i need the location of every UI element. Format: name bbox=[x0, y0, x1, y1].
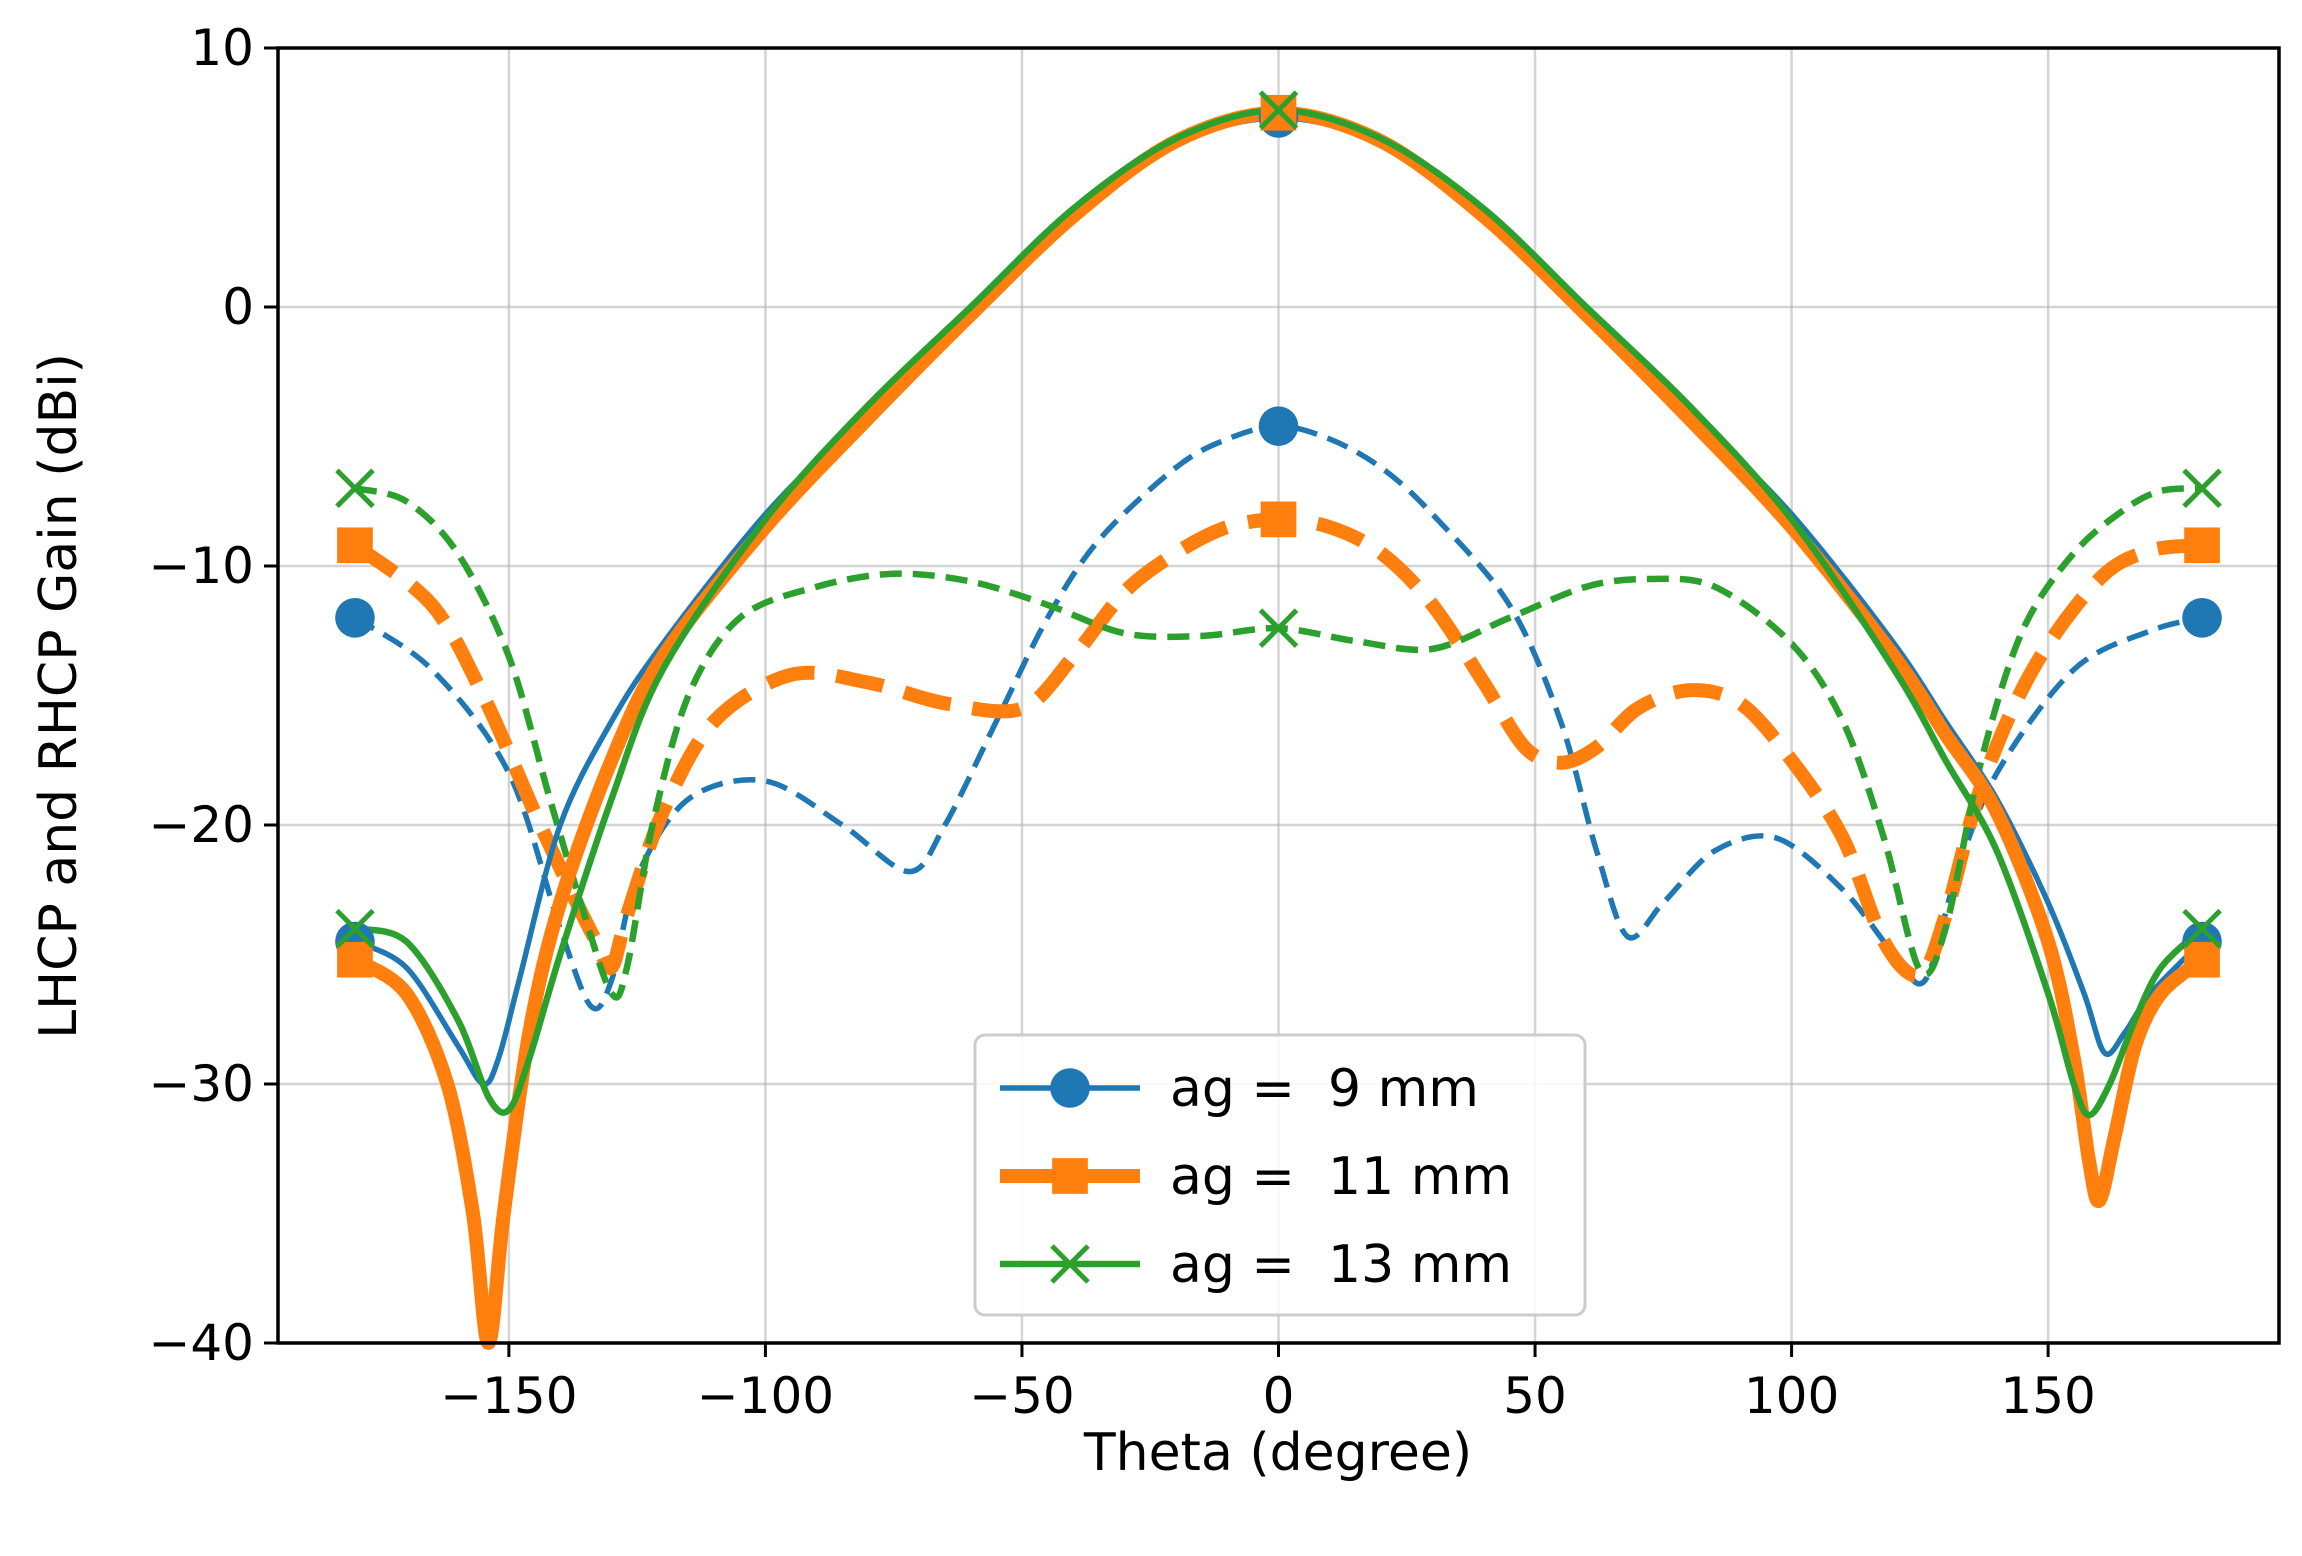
marker-x-stroke bbox=[1258, 90, 1299, 130]
series-marker bbox=[337, 941, 373, 978]
x-tick-label: 50 bbox=[1503, 1367, 1567, 1425]
y-tick-label: 0 bbox=[222, 278, 254, 336]
series-marker bbox=[1258, 90, 1299, 130]
series-marker bbox=[1258, 608, 1299, 648]
marker-x-stroke bbox=[2182, 908, 2222, 949]
series-marker bbox=[335, 598, 375, 638]
legend-swatch-marker bbox=[1052, 1158, 1088, 1194]
y-tick-label: −20 bbox=[148, 796, 254, 854]
series-marker bbox=[335, 908, 375, 949]
x-tick-label: −100 bbox=[697, 1367, 834, 1425]
x-axis-label: Theta (degree) bbox=[1083, 1423, 1472, 1483]
x-tick-label: −150 bbox=[440, 1367, 577, 1425]
series-marker bbox=[2182, 468, 2222, 509]
series-marker bbox=[2182, 908, 2222, 949]
series-marker bbox=[2184, 941, 2220, 978]
legend-label: ag = 13 mm bbox=[1170, 1235, 1512, 1295]
series-line-cross-pol-4 bbox=[350, 512, 2203, 983]
series-marker bbox=[337, 527, 373, 564]
legend: ag = 9 mm ag = 11 mm ag = 13 mm bbox=[973, 1033, 1587, 1317]
legend-label: ag = 9 mm bbox=[1170, 1059, 1479, 1119]
legend-box bbox=[973, 1033, 1587, 1317]
y-axis-label: LHCP and RHCP Gain (dBi) bbox=[29, 353, 89, 1039]
x-tick-label: −50 bbox=[969, 1367, 1075, 1425]
legend-label: ag = 11 mm bbox=[1170, 1147, 1512, 1207]
y-tick-label: 10 bbox=[190, 19, 254, 77]
series-marker bbox=[1258, 406, 1299, 446]
legend-entries: ag = 9 mm ag = 11 mm ag = 13 mm bbox=[1000, 1059, 1512, 1295]
y-tick-label: −40 bbox=[148, 1314, 254, 1372]
series-marker bbox=[1260, 501, 1297, 538]
legend-swatch-marker bbox=[1050, 1244, 1090, 1284]
y-tick-label: −30 bbox=[148, 1055, 254, 1113]
series-marker bbox=[335, 468, 375, 509]
legend-swatch-marker bbox=[1050, 1068, 1090, 1108]
marker-x-stroke bbox=[335, 908, 375, 949]
marker-x-stroke bbox=[335, 468, 375, 509]
series-markers bbox=[335, 90, 2222, 978]
marker-x-stroke bbox=[2182, 468, 2222, 509]
series-marker bbox=[2182, 598, 2222, 638]
series-marker bbox=[2184, 527, 2220, 564]
marker-x-stroke bbox=[1258, 608, 1299, 648]
x-tick-label: 150 bbox=[2000, 1367, 2095, 1425]
x-tick-label: 0 bbox=[1263, 1367, 1295, 1425]
y-tick-label: −10 bbox=[148, 537, 254, 595]
marker-x-stroke bbox=[1050, 1244, 1090, 1284]
x-tick-label: 100 bbox=[1744, 1367, 1839, 1425]
series-line-co-pol-2 bbox=[354, 106, 2205, 1119]
